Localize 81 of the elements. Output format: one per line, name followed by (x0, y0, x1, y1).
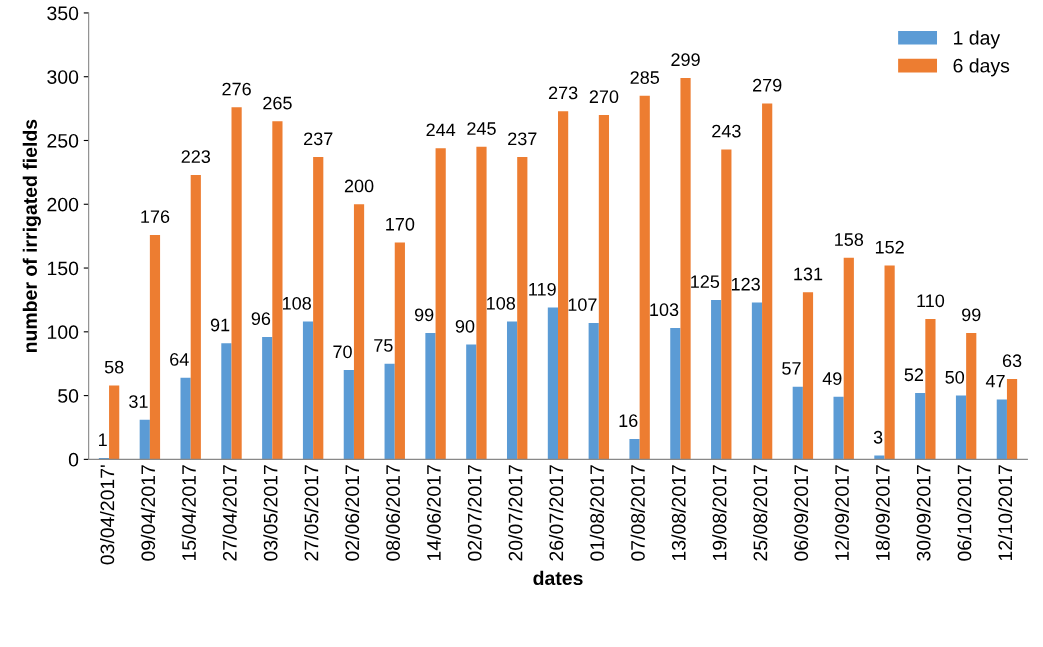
x-tick-label: 08/06/2017 (385, 465, 400, 561)
data-label: 108 (487, 296, 516, 310)
y-tick-label: 350 (47, 6, 79, 21)
data-label: 279 (753, 78, 782, 92)
legend-label: 6 days (953, 58, 1010, 77)
y-axis-title: number of irrigated fields (22, 119, 41, 353)
data-label: 299 (671, 53, 700, 67)
x-tick-label: 27/04/2017 (222, 465, 237, 561)
data-label: 103 (650, 303, 679, 317)
x-tick-label: 20/07/2017 (508, 465, 523, 561)
data-label: 50 (945, 370, 965, 384)
data-label: 108 (282, 296, 311, 310)
data-label: 110 (917, 294, 945, 308)
data-label: 243 (712, 124, 741, 138)
data-label: 90 (455, 319, 475, 333)
data-label: 273 (548, 86, 578, 100)
x-tick-label: 30/09/2017 (916, 465, 931, 561)
x-tick-label: 15/04/2017 (181, 465, 196, 561)
data-label: 270 (589, 90, 619, 104)
data-label: 16 (619, 414, 638, 428)
data-label: 99 (414, 308, 434, 322)
data-label: 75 (374, 339, 393, 352)
data-label: 96 (251, 312, 271, 326)
x-tick-label: 02/07/2017 (467, 465, 482, 561)
data-label: 52 (904, 368, 924, 382)
x-axis-title: dates (533, 570, 583, 586)
y-tick-label: 100 (47, 325, 79, 340)
data-label: 107 (568, 298, 597, 311)
x-tick-label: 01/08/2017 (589, 465, 605, 561)
x-tick-label: 19/08/2017 (712, 465, 727, 561)
data-label: 31 (129, 395, 148, 408)
x-tick-label: 12/09/2017 (834, 465, 849, 561)
y-tick-label: 50 (58, 389, 79, 403)
x-tick-label: 03/04/2017' (100, 465, 115, 565)
x-tick-label: 07/08/2017 (630, 465, 645, 561)
x-tick-label: 02/06/2017 (344, 465, 360, 561)
y-tick-label: 250 (47, 133, 79, 148)
x-tick-label: 03/05/2017 (263, 465, 278, 561)
data-label: 1 (99, 433, 107, 447)
data-label: 285 (630, 71, 660, 84)
data-label: 223 (181, 150, 211, 164)
x-tick-label: 09/04/2017 (140, 465, 156, 561)
data-label: 237 (508, 132, 537, 146)
data-label: 125 (691, 275, 720, 289)
data-label: 70 (333, 345, 352, 359)
data-label: 237 (304, 132, 333, 146)
data-label: 119 (529, 282, 556, 296)
data-label: 131 (794, 267, 823, 281)
data-label: 63 (1002, 354, 1022, 368)
x-tick-label: 14/06/2017 (426, 465, 441, 561)
y-tick-label: 200 (47, 197, 79, 212)
data-label: 244 (426, 123, 456, 137)
data-label: 170 (386, 217, 415, 231)
data-label: 58 (104, 360, 124, 374)
data-label: 200 (344, 179, 374, 193)
data-label: 91 (210, 318, 230, 332)
x-tick-label: 06/10/2017 (957, 465, 972, 561)
data-label: 47 (985, 374, 1005, 388)
x-tick-label: 25/08/2017 (753, 465, 768, 561)
data-label: 265 (263, 96, 292, 110)
data-label: 3 (873, 430, 883, 444)
data-label: 57 (782, 362, 801, 375)
data-label: 152 (875, 240, 904, 254)
data-label: 276 (222, 82, 251, 96)
data-label: 245 (467, 122, 496, 135)
data-label: 176 (141, 210, 170, 223)
legend-label: 1 day (954, 30, 1001, 49)
y-tick-label: 300 (47, 70, 79, 84)
data-label: 158 (835, 233, 864, 246)
data-label: 99 (962, 308, 981, 322)
x-tick-label: 13/08/2017 (671, 465, 686, 561)
x-tick-label: 27/05/2017 (304, 465, 319, 561)
y-tick-label: 150 (47, 261, 79, 276)
data-label: 49 (822, 372, 842, 385)
data-label: 123 (731, 277, 760, 291)
y-tick-label: 0 (68, 452, 79, 467)
x-tick-label: 12/10/2017 (997, 465, 1013, 561)
data-label: 64 (170, 353, 189, 366)
x-tick-label: 26/07/2017 (548, 465, 564, 561)
x-tick-label: 06/09/2017 (793, 465, 809, 561)
x-tick-label: 18/09/2017 (875, 465, 890, 561)
